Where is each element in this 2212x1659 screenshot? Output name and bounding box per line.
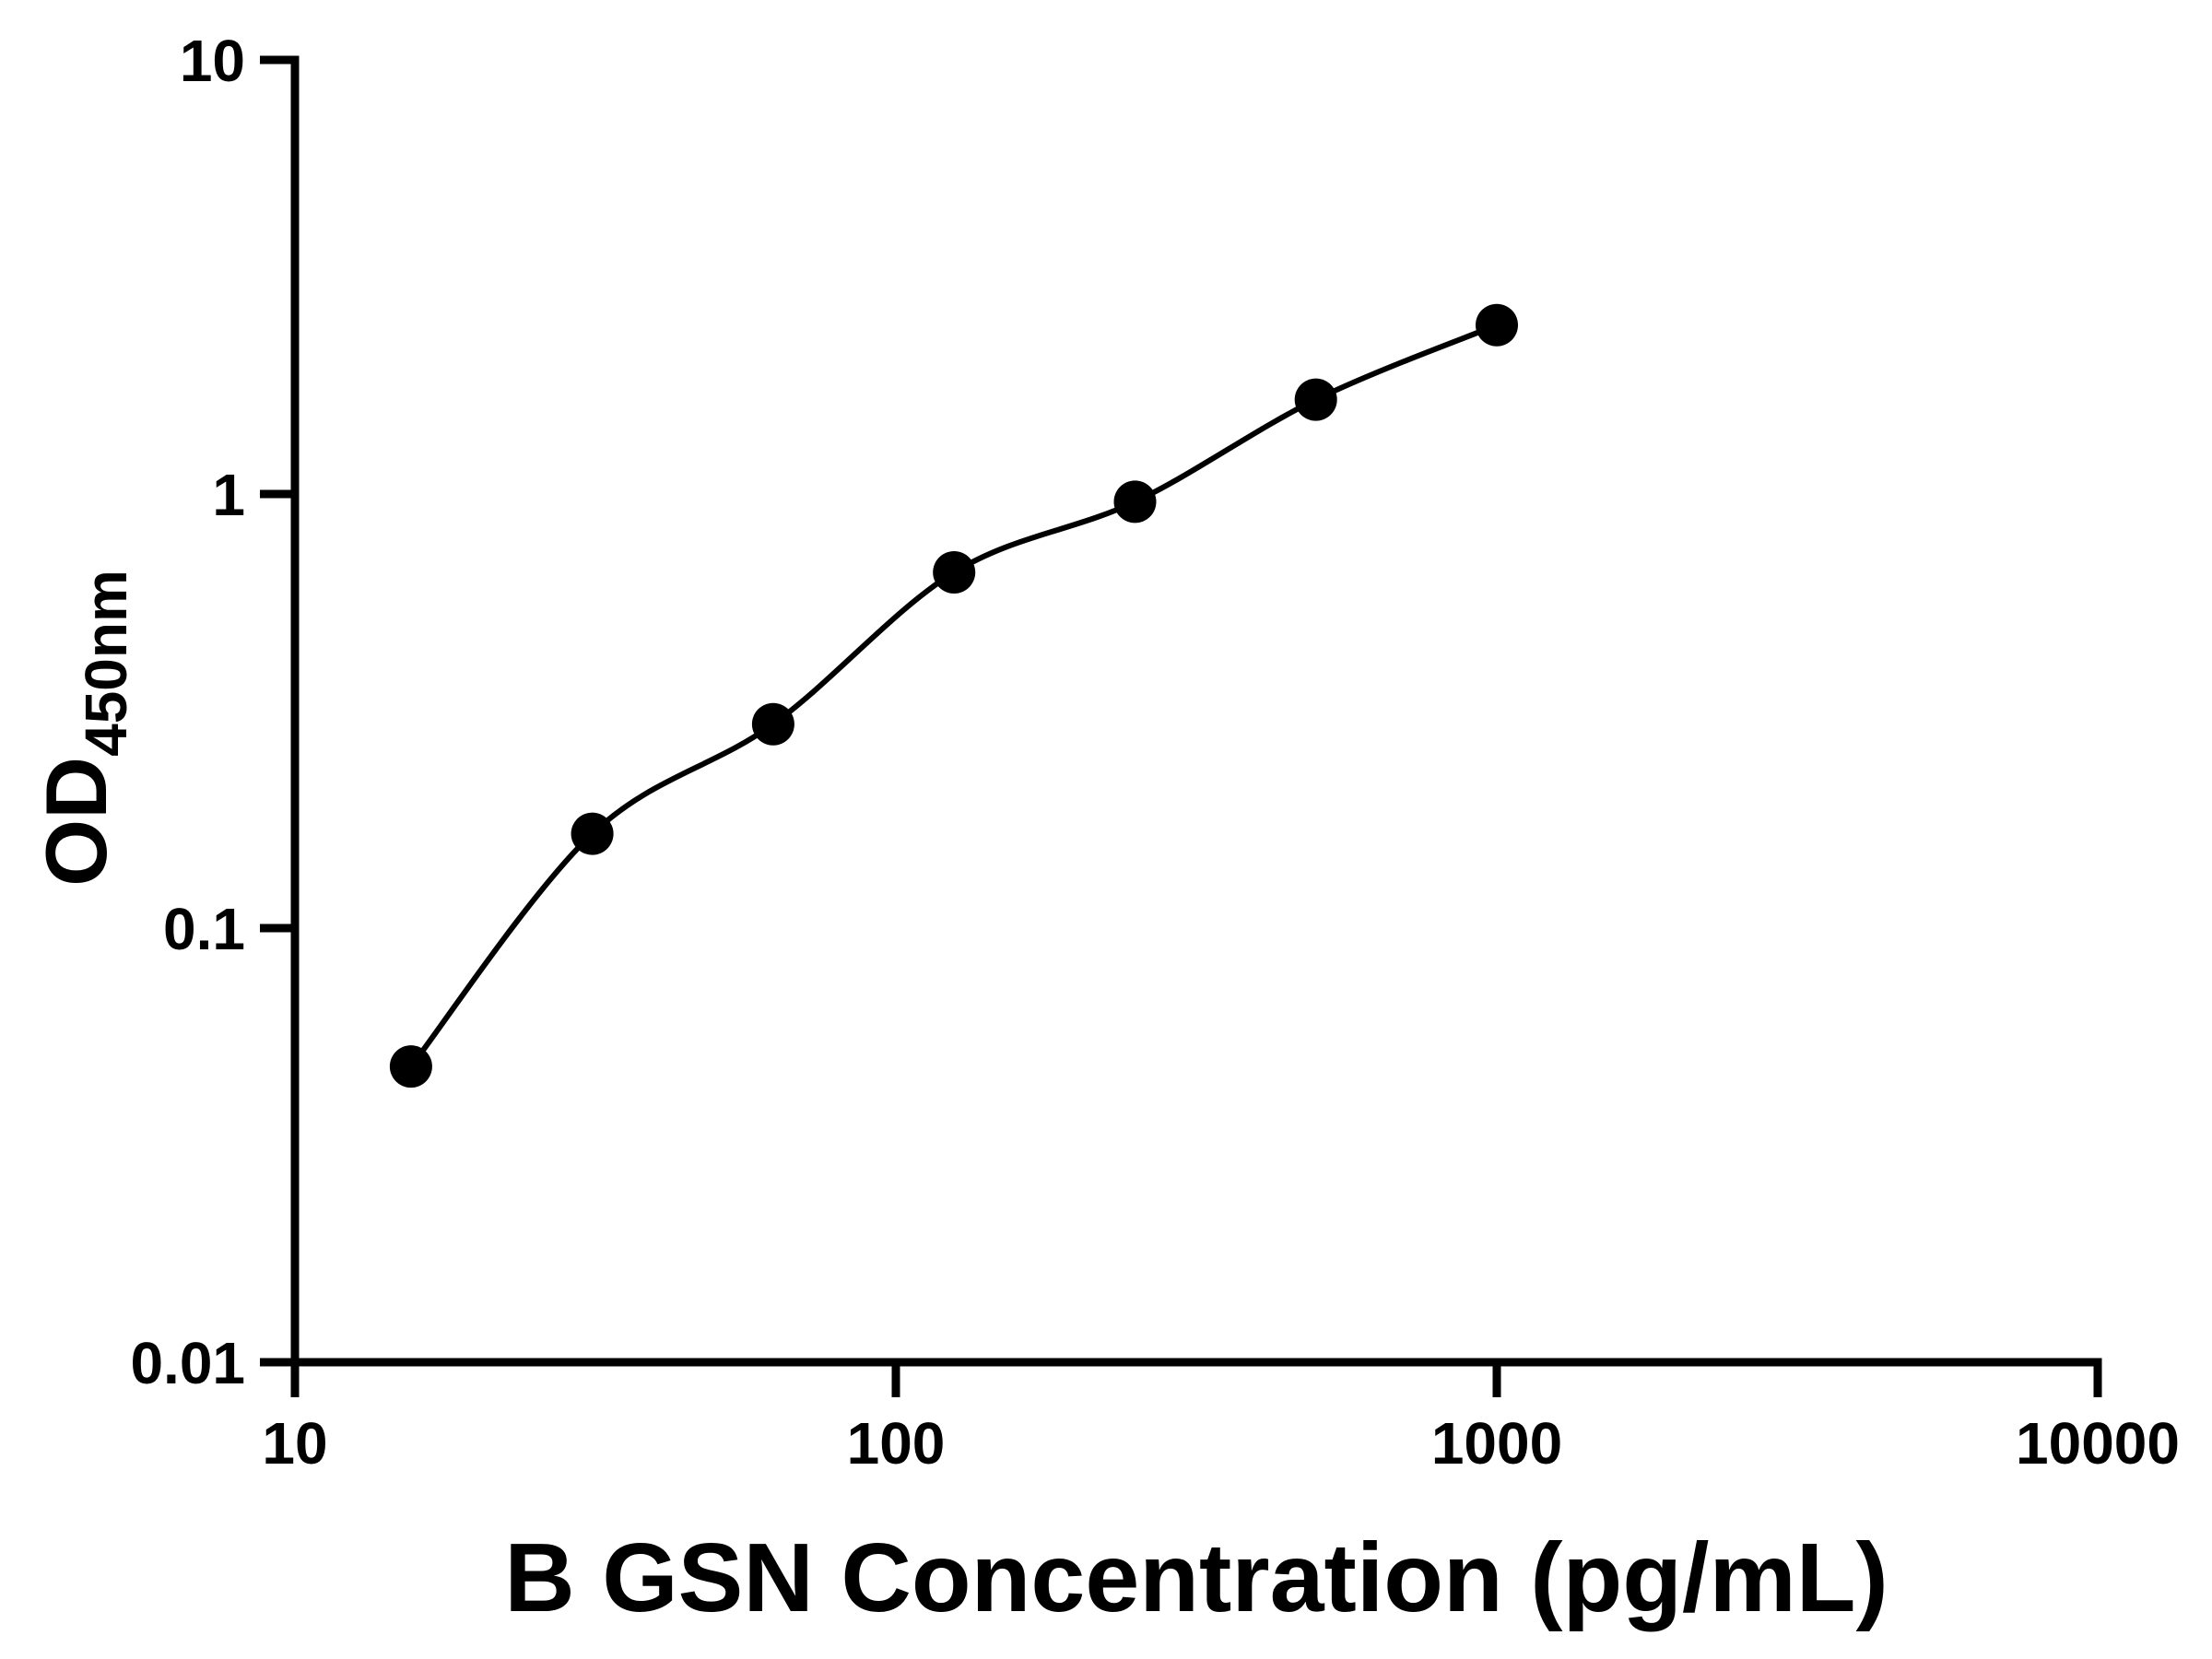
data-point [751, 702, 794, 746]
data-point [1476, 303, 1518, 347]
x-axis-title: B GSN Concentration (pg/mL) [504, 1524, 1888, 1632]
y-axis-title: OD450nm [28, 570, 139, 887]
data-point [1113, 480, 1157, 524]
y-tick-label: 0.1 [163, 896, 245, 962]
x-tick-label: 10 [262, 1410, 327, 1477]
data-point [933, 551, 976, 594]
data-point [571, 812, 614, 855]
x-tick-label: 10000 [2016, 1410, 2180, 1477]
x-tick-label: 100 [847, 1410, 946, 1477]
y-axis-title-subscript: 450nm [73, 570, 139, 757]
x-tick-label: 1000 [1431, 1410, 1562, 1477]
y-tick-label: 0.01 [130, 1330, 245, 1396]
data-point [389, 1045, 432, 1088]
axes [290, 55, 2102, 1367]
data-point [1294, 378, 1337, 421]
fit-curve [408, 322, 1499, 1068]
y-axis-title-main: OD [28, 757, 124, 887]
y-tick-label: 1 [212, 462, 245, 528]
y-tick-label: 10 [180, 28, 245, 94]
